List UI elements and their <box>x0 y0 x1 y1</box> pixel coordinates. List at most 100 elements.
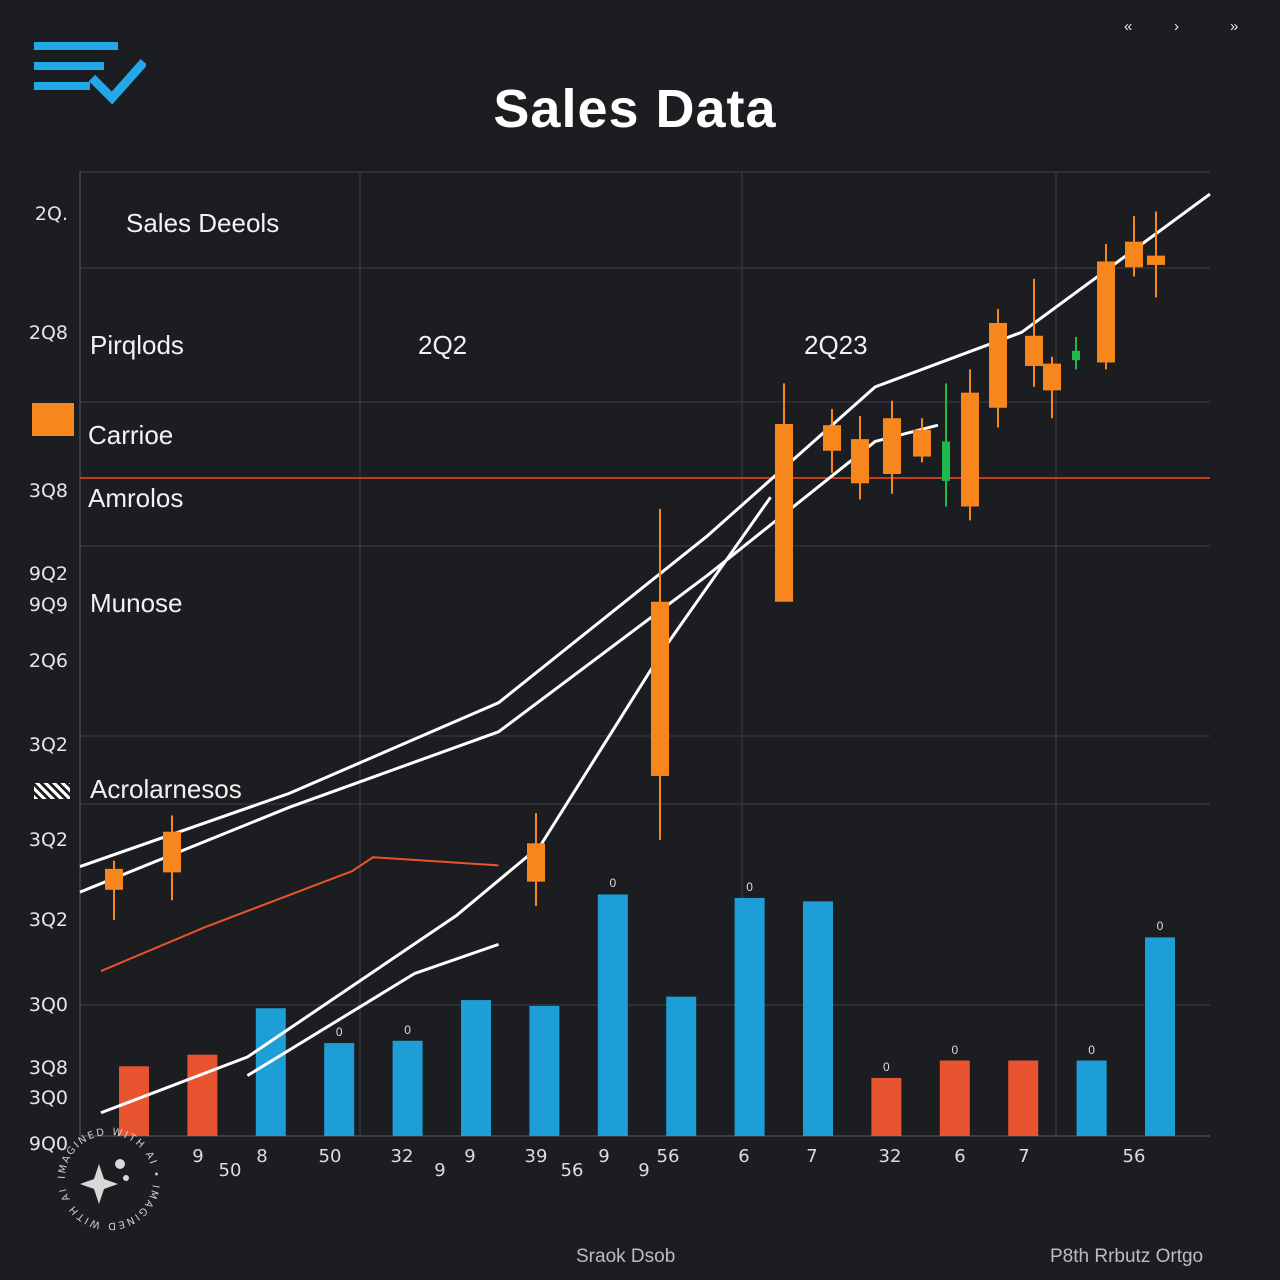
candle-body <box>1125 241 1143 268</box>
y-tick-label: 2Q. <box>34 203 68 225</box>
x-tick-label: 56 <box>656 1146 680 1167</box>
x-tick-label: 32 <box>878 1146 902 1167</box>
striped-swatch-icon <box>34 783 70 799</box>
bar-top-label: 0 <box>1088 1042 1095 1057</box>
x-tick-label: 7 <box>806 1146 818 1167</box>
candle-body <box>989 322 1007 408</box>
y-tick-label: 3Q8 <box>28 1057 68 1079</box>
trend-line <box>246 942 500 1077</box>
imagined-with-ai-badge: IMAGINED WITH AI • IMAGINED WITH AI <box>54 1124 164 1239</box>
year-label-first: 2Q2 <box>418 330 468 360</box>
y-tick-label: 3Q8 <box>28 480 68 502</box>
y-tick-label: 9Q2 <box>28 563 68 585</box>
row-label-acrolarnesos: Acrolarnesos <box>90 774 242 804</box>
x-tick-label: 9 <box>434 1160 446 1181</box>
candle-body <box>883 418 901 474</box>
candle-body <box>1097 261 1115 363</box>
chart-bars <box>119 894 1175 1136</box>
row-label-munose: Munose <box>90 588 183 618</box>
bar <box>392 1040 423 1136</box>
candle-body <box>851 439 869 484</box>
bar <box>666 996 697 1136</box>
bar <box>255 1008 286 1136</box>
x-tick-label: 50 <box>218 1160 242 1181</box>
x-tick-label: 39 <box>524 1146 548 1167</box>
candle-body <box>823 425 841 451</box>
x-tick-label: 6 <box>954 1146 966 1167</box>
nav-back-icon[interactable]: « <box>1124 18 1133 35</box>
y-tick-label: 3Q0 <box>28 994 68 1016</box>
sparkle-icon: IMAGINED WITH AI • IMAGINED WITH AI <box>57 1127 161 1231</box>
row-label-pirqlods: Pirqlods <box>90 330 184 360</box>
nav-forward-icon[interactable]: » <box>1230 18 1239 35</box>
y-tick-label: 9Q9 <box>28 594 68 616</box>
candle-body <box>1043 363 1061 391</box>
bar-top-label: 0 <box>404 1022 411 1037</box>
y-tick-label: 3Q0 <box>28 1087 68 1109</box>
year-label-second: 2Q23 <box>804 330 868 360</box>
y-tick-label: 3Q2 <box>28 909 68 931</box>
y-tick-label: 3Q2 <box>28 829 68 851</box>
trend-line <box>100 496 772 1115</box>
candle-body <box>775 424 793 602</box>
candle-body <box>1147 255 1165 265</box>
x-tick-label: 9 <box>192 1146 204 1167</box>
candle-body <box>1025 335 1043 366</box>
x-tick-label: 9 <box>464 1146 476 1167</box>
candle-body <box>942 441 950 481</box>
bar <box>1076 1060 1107 1136</box>
app-logo <box>34 40 148 113</box>
y-tick-label: 2Q8 <box>28 322 68 344</box>
chart-trend-lines <box>79 192 1211 1115</box>
x-tick-label: 32 <box>390 1146 414 1167</box>
chart-candlesticks <box>105 211 1165 920</box>
bar <box>187 1054 218 1136</box>
y-tick-label: 3Q2 <box>28 734 68 756</box>
trend-line <box>100 856 499 972</box>
row-label-sales-deeols: Sales Deeols <box>126 208 280 238</box>
row-label-amrolos: Amrolos <box>88 483 184 513</box>
x-tick-label: 8 <box>256 1146 268 1167</box>
x-tick-label: 56 <box>560 1160 584 1181</box>
bar <box>871 1077 902 1136</box>
bar <box>1145 937 1175 1136</box>
bar <box>734 897 765 1136</box>
candle-body <box>1072 350 1080 361</box>
x-tick-label: 56 <box>1122 1146 1146 1167</box>
footer-left-label: Sraok Dsob <box>576 1246 676 1267</box>
bar-top-label: 0 <box>1156 919 1164 934</box>
row-label-carrioe: Carrioe <box>88 420 174 450</box>
nav-chevron-right-icon[interactable]: › <box>1174 18 1179 35</box>
orange-swatch-icon <box>32 403 74 436</box>
bar-top-label: 0 <box>883 1059 890 1074</box>
candle-body <box>913 429 931 457</box>
bar <box>1008 1060 1039 1136</box>
y-tick-label: 9Q0 <box>28 1133 68 1155</box>
bar <box>803 901 833 1136</box>
x-tick-label: 9 <box>638 1160 650 1181</box>
bar-top-label: 0 <box>335 1025 343 1040</box>
trend-line <box>79 192 1211 868</box>
candle-body <box>961 392 979 507</box>
bar <box>461 1000 491 1136</box>
candle-body <box>105 868 123 890</box>
bar-top-label: 0 <box>609 876 617 891</box>
chart-title: Sales Data <box>493 79 777 139</box>
svg-text:IMAGINED WITH AI • IMAGINED WI: IMAGINED WITH AI • IMAGINED WITH AI <box>57 1127 161 1231</box>
x-tick-label: 7 <box>1018 1146 1030 1167</box>
footer-right-label: P8th Rrbutz Ortgo <box>1050 1246 1204 1267</box>
candle-body <box>651 601 669 776</box>
bar <box>597 894 628 1136</box>
bar-top-label: 0 <box>746 879 753 894</box>
x-tick-label: 9 <box>598 1146 610 1167</box>
x-tick-label: 50 <box>318 1146 342 1167</box>
candle-body <box>163 831 181 873</box>
bar <box>324 1043 355 1136</box>
candle-body <box>527 843 545 882</box>
x-tick-label: 6 <box>738 1146 750 1167</box>
bar <box>529 1005 560 1136</box>
bar <box>939 1060 970 1136</box>
y-tick-label: 2Q6 <box>28 650 68 672</box>
bar-top-label: 0 <box>951 1042 959 1057</box>
